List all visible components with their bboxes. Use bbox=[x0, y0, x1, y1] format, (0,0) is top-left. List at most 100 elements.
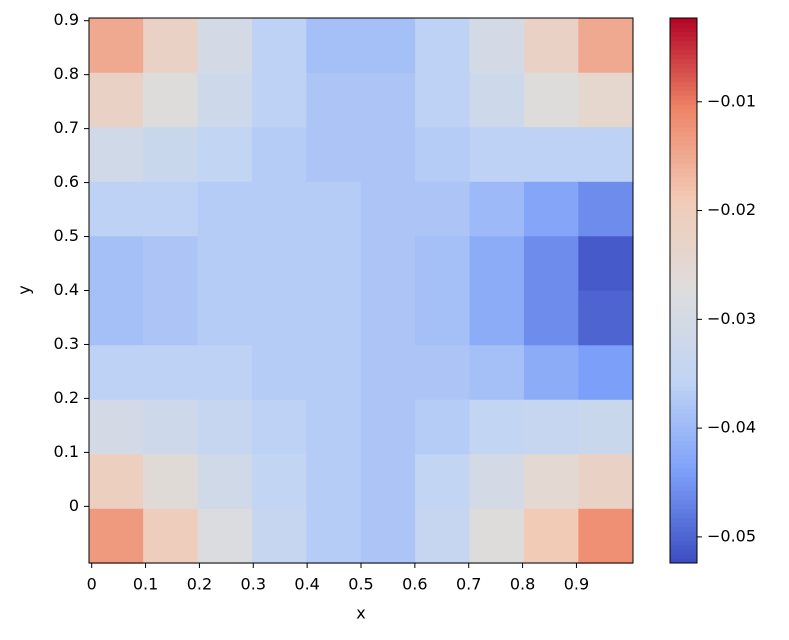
colorbar-slice bbox=[670, 240, 697, 246]
heatmap-cell bbox=[360, 236, 416, 292]
colorbar-slice bbox=[670, 467, 697, 473]
colorbar-slice bbox=[670, 204, 697, 210]
colorbar-slice bbox=[670, 72, 697, 78]
colorbar-slice bbox=[670, 394, 697, 400]
colorbar-slice bbox=[670, 258, 697, 264]
colorbar-slice bbox=[670, 113, 697, 119]
colorbar-slice bbox=[670, 281, 697, 287]
colorbar-slice bbox=[670, 540, 697, 546]
colorbar-slice bbox=[670, 285, 697, 291]
heatmap-cell bbox=[306, 290, 362, 346]
heatmap-cell bbox=[415, 508, 471, 564]
colorbar-slice bbox=[670, 304, 697, 310]
heatmap-cell bbox=[469, 399, 525, 455]
heatmap-cell bbox=[415, 127, 471, 183]
colorbar-slice bbox=[670, 472, 697, 478]
colorbar-slice bbox=[670, 249, 697, 255]
heatmap-cell bbox=[415, 345, 471, 401]
colorbar-slice bbox=[670, 381, 697, 387]
x-tick-label: 0.8 bbox=[510, 575, 535, 594]
heatmap-cell bbox=[306, 508, 362, 564]
heatmap-cell bbox=[523, 345, 579, 401]
colorbar-slice bbox=[670, 390, 697, 396]
colorbar-slice bbox=[670, 385, 697, 391]
heatmap-cell bbox=[523, 18, 579, 74]
colorbar-slice bbox=[670, 63, 697, 69]
heatmap-cell bbox=[251, 345, 307, 401]
x-tick-label: 0.4 bbox=[294, 575, 319, 594]
colorbar-slice bbox=[670, 413, 697, 419]
colorbar-slice bbox=[670, 503, 697, 509]
y-tick-label: 0.6 bbox=[54, 172, 79, 191]
heatmap-cell bbox=[360, 345, 416, 401]
colorbar-slice bbox=[670, 358, 697, 364]
heatmap-cell bbox=[469, 181, 525, 237]
heatmap-cell bbox=[360, 399, 416, 455]
heatmap-cell bbox=[306, 72, 362, 128]
heatmap-cell bbox=[143, 72, 199, 128]
y-tick-label: 0.9 bbox=[54, 10, 79, 29]
colorbar-slice bbox=[670, 544, 697, 550]
heatmap-cell bbox=[578, 399, 634, 455]
colorbar-slice bbox=[670, 367, 697, 373]
colorbar-slice bbox=[670, 276, 697, 282]
colorbar-slice bbox=[670, 308, 697, 314]
colorbar-slice bbox=[670, 440, 697, 446]
heatmap-cell bbox=[523, 290, 579, 346]
heatmap-cell bbox=[88, 345, 144, 401]
heatmap-cell bbox=[143, 290, 199, 346]
colorbar-slice bbox=[670, 49, 697, 55]
colorbar-slice bbox=[670, 22, 697, 28]
colorbar-slice bbox=[670, 226, 697, 232]
colorbar-slice bbox=[670, 326, 697, 332]
heatmap-cell bbox=[523, 127, 579, 183]
colorbar-slice bbox=[670, 122, 697, 128]
heatmap-cell bbox=[360, 72, 416, 128]
colorbar-slice bbox=[670, 372, 697, 378]
heatmap-cell bbox=[143, 236, 199, 292]
heatmap-cell bbox=[415, 236, 471, 292]
y-tick-label: 0.7 bbox=[54, 118, 79, 137]
heatmap-cell bbox=[197, 181, 253, 237]
x-tick-label: 0.9 bbox=[564, 575, 589, 594]
colorbar-slice bbox=[670, 526, 697, 532]
heatmap-cell bbox=[251, 72, 307, 128]
heatmap-cell bbox=[578, 127, 634, 183]
heatmap-cell bbox=[197, 290, 253, 346]
heatmap-cell bbox=[469, 127, 525, 183]
colorbar-slice bbox=[670, 476, 697, 482]
colorbar-slice bbox=[670, 295, 697, 301]
colorbar-slice bbox=[670, 313, 697, 319]
heatmap-cell bbox=[578, 345, 634, 401]
heatmap-cell bbox=[197, 236, 253, 292]
heatmap-cell bbox=[469, 454, 525, 510]
heatmap-cell bbox=[251, 290, 307, 346]
colorbar-slice bbox=[670, 45, 697, 51]
colorbar-slice bbox=[670, 86, 697, 92]
colorbar-slice bbox=[670, 454, 697, 460]
colorbar-slice bbox=[670, 481, 697, 487]
heatmap-cell bbox=[306, 127, 362, 183]
heatmap-cell bbox=[306, 18, 362, 74]
heatmap-cell bbox=[88, 18, 144, 74]
colorbar-tick-label: −0.05 bbox=[707, 526, 756, 545]
heatmap-cell bbox=[251, 236, 307, 292]
colorbar-slice bbox=[670, 108, 697, 114]
x-tick-label: 0.3 bbox=[241, 575, 266, 594]
heatmap-cell bbox=[197, 399, 253, 455]
colorbar-slice bbox=[670, 231, 697, 237]
colorbar-slice bbox=[670, 154, 697, 160]
heatmap-cell bbox=[143, 18, 199, 74]
colorbar-slice bbox=[670, 195, 697, 201]
colorbar-slice bbox=[670, 363, 697, 369]
colorbar-slice bbox=[670, 263, 697, 269]
heatmap-cell bbox=[523, 508, 579, 564]
colorbar-slice bbox=[670, 549, 697, 555]
y-tick-label: 0.4 bbox=[54, 280, 79, 299]
heatmap-cell bbox=[360, 18, 416, 74]
colorbar-slice bbox=[670, 317, 697, 323]
colorbar-slice bbox=[670, 404, 697, 410]
y-tick-label: 0.8 bbox=[54, 64, 79, 83]
colorbar-slice bbox=[670, 190, 697, 196]
colorbar-slice bbox=[670, 354, 697, 360]
